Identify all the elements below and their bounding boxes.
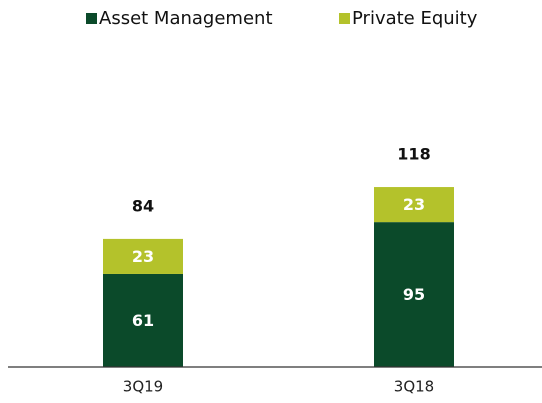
- segment-label: 23: [403, 195, 425, 214]
- segment-label: 95: [403, 285, 425, 304]
- segment-label: 23: [132, 247, 154, 266]
- legend-swatch: [86, 13, 97, 24]
- total-label: 118: [397, 145, 430, 164]
- legend-label: Asset Management: [99, 8, 273, 29]
- x-tick-label: 3Q18: [394, 378, 434, 396]
- legend-label: Private Equity: [352, 8, 478, 29]
- bar-segment: [103, 273, 183, 367]
- bar-segment: [374, 187, 454, 223]
- bar-segment: [374, 222, 454, 367]
- segment-label: 61: [132, 311, 154, 330]
- total-label: 84: [132, 196, 154, 215]
- bar-segment: [103, 238, 183, 274]
- legend-swatch: [339, 13, 350, 24]
- x-tick-label: 3Q19: [123, 378, 163, 396]
